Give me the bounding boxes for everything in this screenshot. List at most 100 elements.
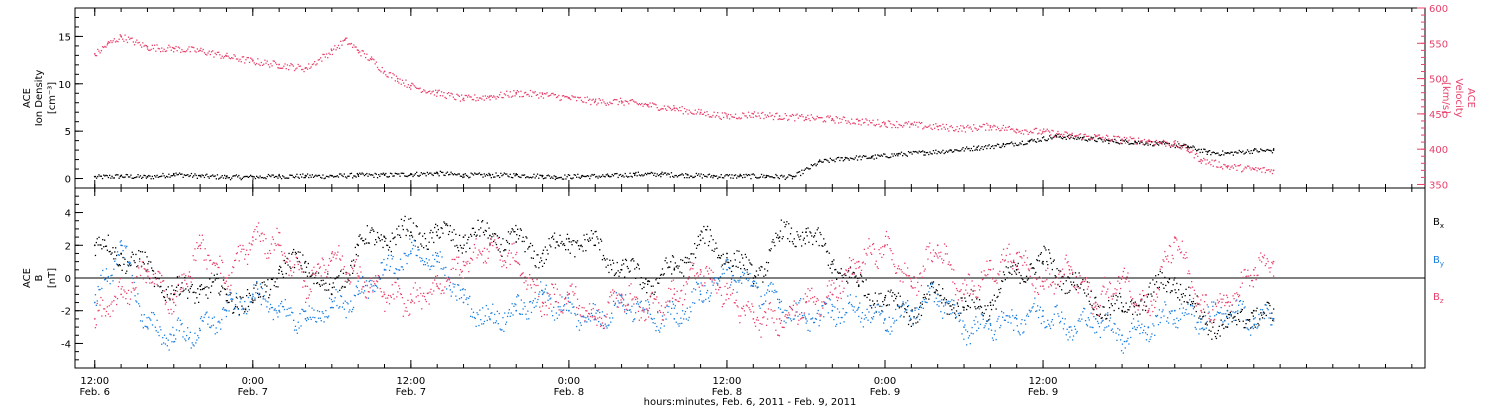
field-point — [506, 315, 509, 318]
top-point — [408, 86, 411, 89]
top-point — [558, 177, 560, 179]
field-point — [999, 327, 1001, 329]
field-point — [110, 253, 112, 255]
top-point — [393, 74, 395, 76]
field-point — [173, 341, 175, 343]
field-point — [170, 334, 172, 336]
field-point — [154, 276, 156, 279]
top-point — [957, 150, 959, 152]
field-point — [234, 308, 236, 310]
field-point — [575, 241, 577, 243]
top-point — [521, 96, 523, 98]
field-point — [845, 274, 847, 277]
field-point — [975, 308, 977, 310]
field-point — [251, 298, 253, 300]
field-point — [1026, 313, 1029, 315]
field-point — [1102, 319, 1104, 321]
field-point — [189, 275, 191, 278]
field-point — [315, 320, 317, 323]
top-point — [881, 155, 884, 157]
top-data-point — [383, 173, 386, 176]
top-point — [846, 122, 848, 124]
field-point — [612, 317, 614, 319]
field-point — [603, 314, 605, 317]
field-point — [1118, 307, 1120, 310]
top-point — [1116, 136, 1118, 138]
top-point — [1083, 136, 1085, 138]
field-point — [645, 300, 647, 302]
field-point — [1191, 313, 1193, 316]
field-point — [608, 271, 610, 274]
top-point — [333, 176, 335, 178]
field-point — [394, 236, 396, 238]
top-point — [167, 47, 169, 49]
top-point — [1198, 148, 1200, 150]
field-point — [1127, 337, 1129, 340]
top-point — [743, 174, 745, 176]
top-point — [764, 114, 766, 116]
top-point — [520, 176, 522, 179]
top-point — [189, 175, 191, 177]
field-point — [1009, 272, 1011, 274]
top-data-point — [172, 172, 175, 175]
field-point — [671, 301, 674, 303]
top-point — [207, 176, 209, 178]
top-y2tick-label: 400 — [1429, 145, 1448, 156]
field-point — [443, 221, 445, 223]
top-point — [926, 126, 929, 128]
top-point — [1181, 145, 1183, 147]
top-point — [680, 174, 682, 176]
field-point — [864, 294, 866, 297]
top-point — [801, 169, 803, 171]
top-point — [515, 173, 517, 175]
top-point — [907, 151, 910, 153]
field-point — [394, 272, 396, 275]
field-data-point — [805, 231, 807, 234]
field-point — [474, 231, 476, 233]
field-point — [703, 225, 705, 228]
field-point — [269, 288, 272, 291]
top-point — [958, 128, 961, 130]
field-point — [107, 313, 109, 315]
field-point — [1155, 281, 1158, 283]
top-point — [1065, 131, 1067, 133]
field-point — [119, 264, 121, 267]
field-point — [245, 253, 247, 256]
field-point — [797, 234, 799, 236]
field-point — [611, 312, 613, 314]
field-point — [599, 249, 601, 251]
field-point — [529, 301, 531, 303]
top-point — [755, 176, 757, 178]
field-point — [164, 303, 167, 305]
top-point — [277, 177, 279, 179]
top-point — [539, 174, 541, 176]
top-point — [646, 173, 648, 176]
field-point — [859, 277, 861, 279]
field-point — [649, 313, 652, 315]
field-series-By — [93, 238, 1275, 354]
field-point — [1197, 303, 1199, 305]
field-point — [677, 323, 679, 325]
field-point — [235, 292, 238, 295]
field-point — [908, 315, 911, 317]
top-point — [981, 146, 983, 148]
field-point — [177, 283, 179, 286]
top-point — [667, 105, 669, 107]
field-point — [455, 295, 457, 297]
top-point — [509, 173, 511, 175]
field-point — [294, 251, 297, 253]
top-point — [1201, 151, 1204, 153]
field-point — [1017, 262, 1019, 265]
top-point — [801, 114, 803, 116]
field-point — [764, 294, 766, 296]
top-point — [238, 60, 240, 62]
top-point — [491, 173, 494, 176]
field-point — [817, 227, 819, 229]
top-point — [725, 113, 727, 115]
field-point — [1006, 315, 1008, 317]
field-point — [520, 229, 522, 231]
field-point — [122, 250, 124, 252]
field-point — [715, 277, 717, 279]
top-point — [164, 50, 166, 53]
field-point — [478, 324, 480, 327]
